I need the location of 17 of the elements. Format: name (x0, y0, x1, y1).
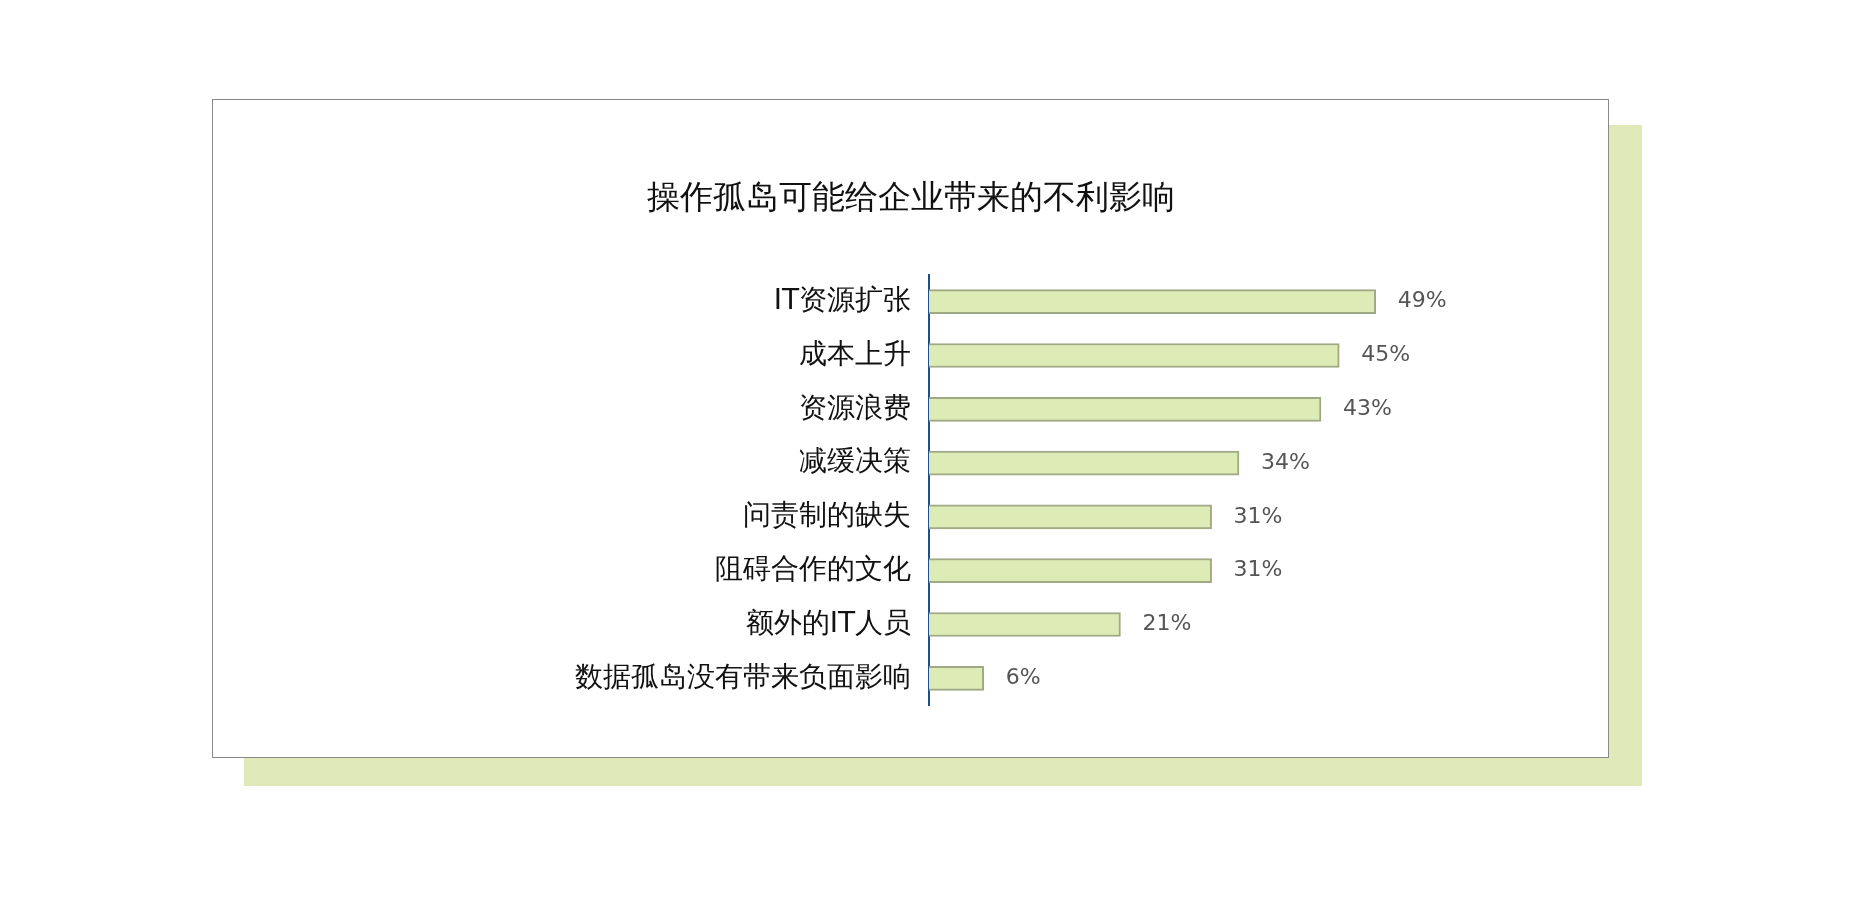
y-tick-label: IT资源扩张 (773, 282, 911, 316)
y-tick-label: 额外的IT人员 (745, 605, 911, 639)
data-label: 45% (1361, 341, 1411, 367)
data-label: 31% (1233, 556, 1283, 582)
y-tick-label: 问责制的缺失 (743, 498, 911, 532)
y-tick-label: 数据孤岛没有带来负面影响 (575, 659, 911, 693)
chart-title: 操作孤岛可能给企业带来的不利影响 (645, 176, 1176, 218)
data-label: 31% (1233, 502, 1283, 528)
data-label: 6% (1005, 664, 1041, 690)
data-label: 34% (1260, 448, 1310, 474)
y-tick-label: 减缓决策 (799, 444, 911, 478)
data-label: 43% (1343, 395, 1392, 421)
data-label: 21% (1142, 610, 1192, 636)
data-label: 49% (1397, 287, 1447, 313)
y-tick-label: 阻碍合作的文化 (715, 551, 911, 585)
y-tick-label: 资源浪费 (799, 390, 911, 424)
y-tick-label: 成本上升 (799, 336, 911, 370)
